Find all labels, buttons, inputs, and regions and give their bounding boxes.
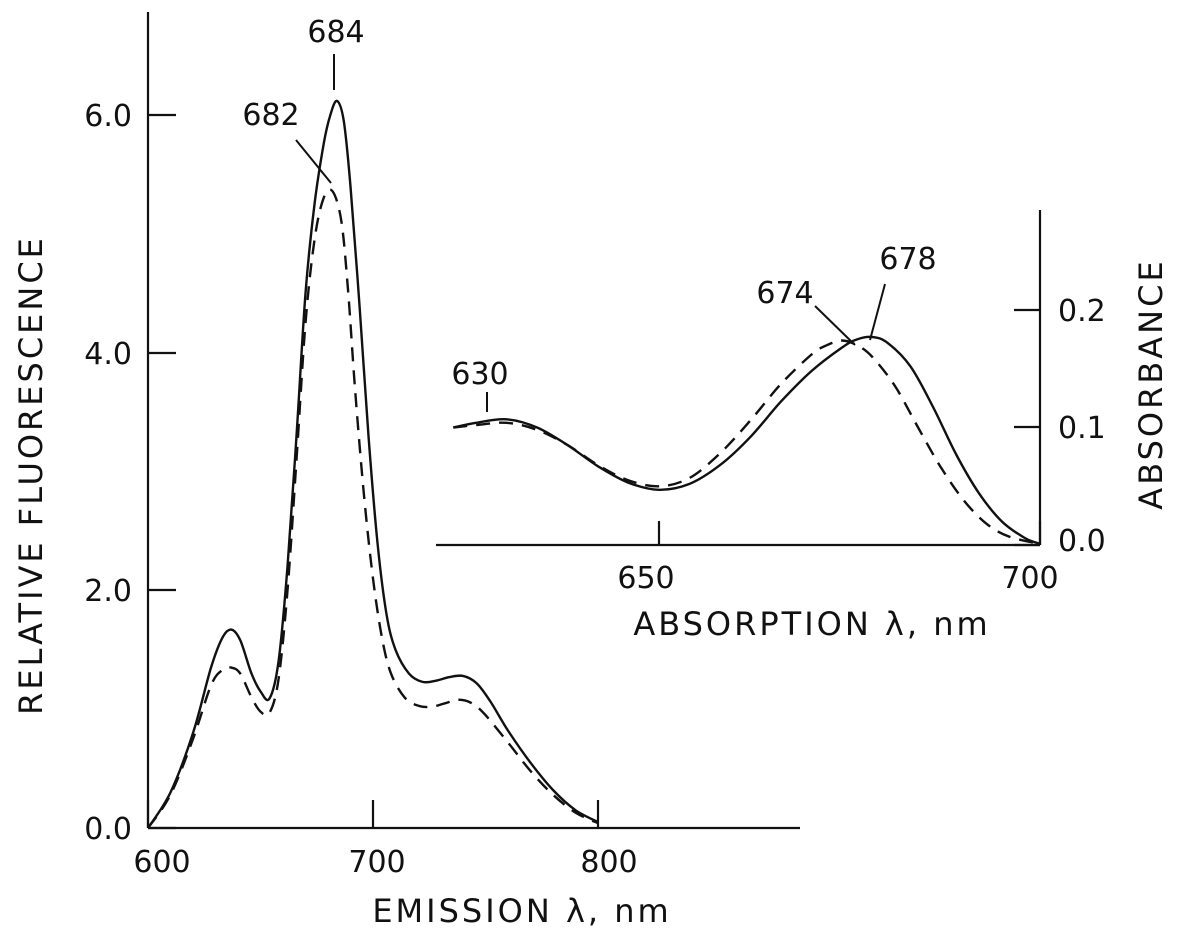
peak-678-leader bbox=[869, 283, 886, 341]
peak-674-label: 674 bbox=[756, 276, 813, 311]
absorption-y-ticks: 0.0 0.1 0.2 bbox=[1014, 294, 1106, 559]
peak-674-leader bbox=[814, 305, 856, 346]
absorption-x-tick-label-0: 650 bbox=[617, 561, 674, 596]
emission-y-ticks: 0.0 2.0 4.0 6.0 bbox=[84, 99, 176, 847]
emission-series-dashed bbox=[147, 188, 599, 829]
peak-684-label: 684 bbox=[307, 15, 364, 50]
peak-682-leader bbox=[295, 139, 332, 184]
emission-chart: 0.0 2.0 4.0 6.0 600 700 800 EMISSION λ, … bbox=[12, 12, 800, 930]
emission-y-axis-title: RELATIVE FLUORESCENCE bbox=[12, 235, 50, 715]
emission-y-tick-label-1: 2.0 bbox=[84, 574, 132, 609]
emission-series-solid bbox=[146, 99, 599, 829]
emission-y-tick-label-2: 4.0 bbox=[84, 337, 132, 372]
absorption-x-tick-label-1: 700 bbox=[1001, 561, 1058, 596]
emission-y-tick-label-3: 6.0 bbox=[84, 99, 132, 134]
absorption-series-solid bbox=[453, 335, 1041, 545]
peak-630-label: 630 bbox=[451, 357, 508, 392]
peak-682-label: 682 bbox=[242, 98, 299, 133]
emission-y-tick-label-0: 0.0 bbox=[84, 812, 132, 847]
absorption-series-dashed bbox=[453, 339, 1041, 545]
emission-x-tick-label-0: 600 bbox=[133, 845, 190, 880]
emission-x-tick-label-2: 800 bbox=[580, 845, 637, 880]
absorption-chart: 0.0 0.1 0.2 650 700 ABSORPTION λ, nm ABS… bbox=[436, 210, 1170, 643]
absorption-y-tick-label-1: 0.1 bbox=[1058, 411, 1106, 446]
emission-x-axis-title: EMISSION λ, nm bbox=[372, 892, 671, 930]
absorption-x-axis-title: ABSORPTION λ, nm bbox=[633, 605, 990, 643]
absorption-y-tick-label-2: 0.2 bbox=[1058, 294, 1106, 329]
absorption-y-tick-label-0: 0.0 bbox=[1058, 524, 1106, 559]
absorption-y-axis-title: ABSORBANCE bbox=[1132, 258, 1170, 509]
absorption-x-ticks: 650 700 bbox=[617, 521, 1059, 596]
peak-678-label: 678 bbox=[879, 242, 936, 277]
emission-x-tick-label-1: 700 bbox=[348, 845, 405, 880]
emission-x-ticks: 600 700 800 bbox=[133, 800, 638, 880]
